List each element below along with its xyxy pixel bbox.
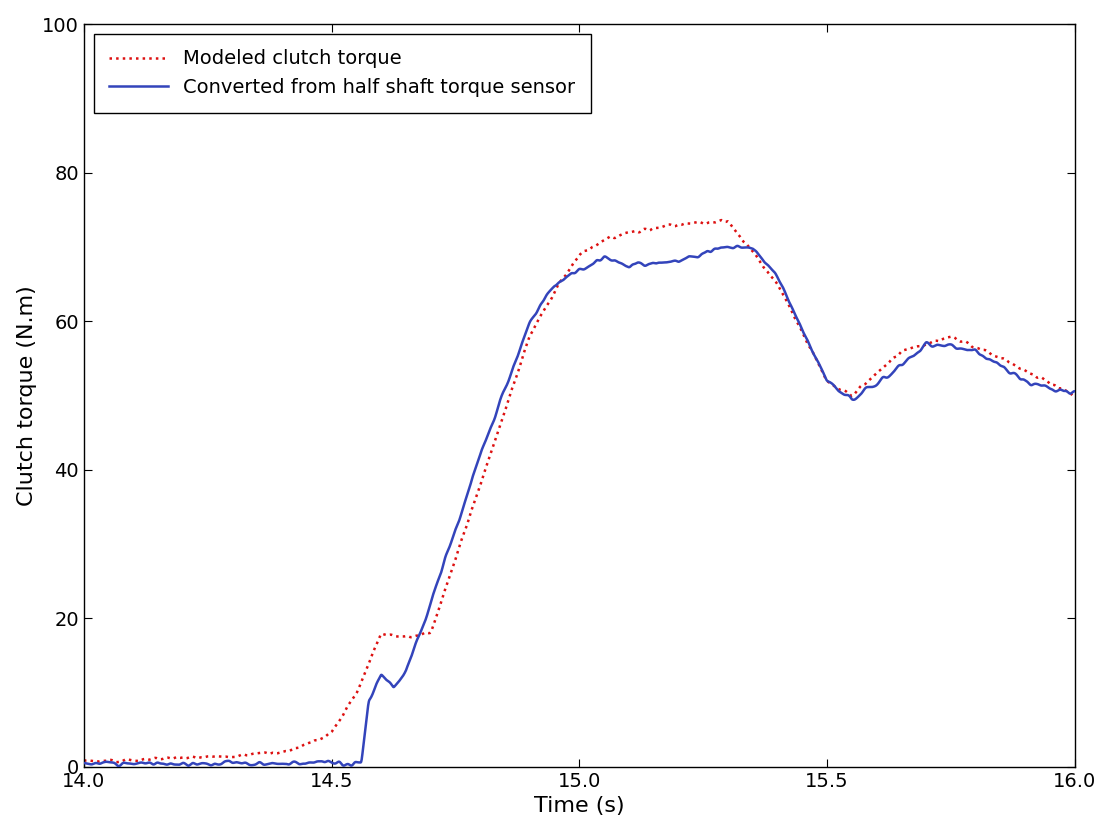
Converted from half shaft torque sensor (502, 377, 515, 387)
Converted from half shaft torque sensor (798, 329, 811, 339)
Legend: Modeled clutch torque, Converted from half shaft torque sensor: Modeled clutch torque, Converted from ha… (93, 34, 591, 112)
Y-axis label: Clutch torque (N.m): Clutch torque (N.m) (17, 285, 37, 506)
Converted from half shaft torque sensor (731, 241, 745, 251)
Line: Converted from half shaft torque sensor: Converted from half shaft torque sensor (83, 246, 1075, 766)
Modeled clutch torque (1038, 375, 1052, 385)
Modeled clutch torque (502, 395, 515, 405)
Modeled clutch torque (715, 215, 728, 225)
Modeled clutch torque (77, 756, 90, 766)
Converted from half shaft torque sensor (1038, 381, 1052, 391)
Converted from half shaft torque sensor (112, 761, 126, 771)
Modeled clutch torque (1068, 392, 1082, 402)
Converted from half shaft torque sensor (494, 394, 508, 404)
Modeled clutch torque (988, 352, 1002, 362)
Modeled clutch torque (110, 757, 124, 767)
Converted from half shaft torque sensor (988, 357, 1002, 367)
Converted from half shaft torque sensor (1068, 387, 1082, 397)
Modeled clutch torque (549, 287, 562, 297)
Converted from half shaft torque sensor (77, 758, 90, 768)
Modeled clutch torque (798, 332, 811, 342)
Modeled clutch torque (494, 419, 508, 429)
Line: Modeled clutch torque: Modeled clutch torque (83, 220, 1075, 762)
Converted from half shaft torque sensor (549, 281, 562, 291)
X-axis label: Time (s): Time (s) (534, 796, 624, 816)
